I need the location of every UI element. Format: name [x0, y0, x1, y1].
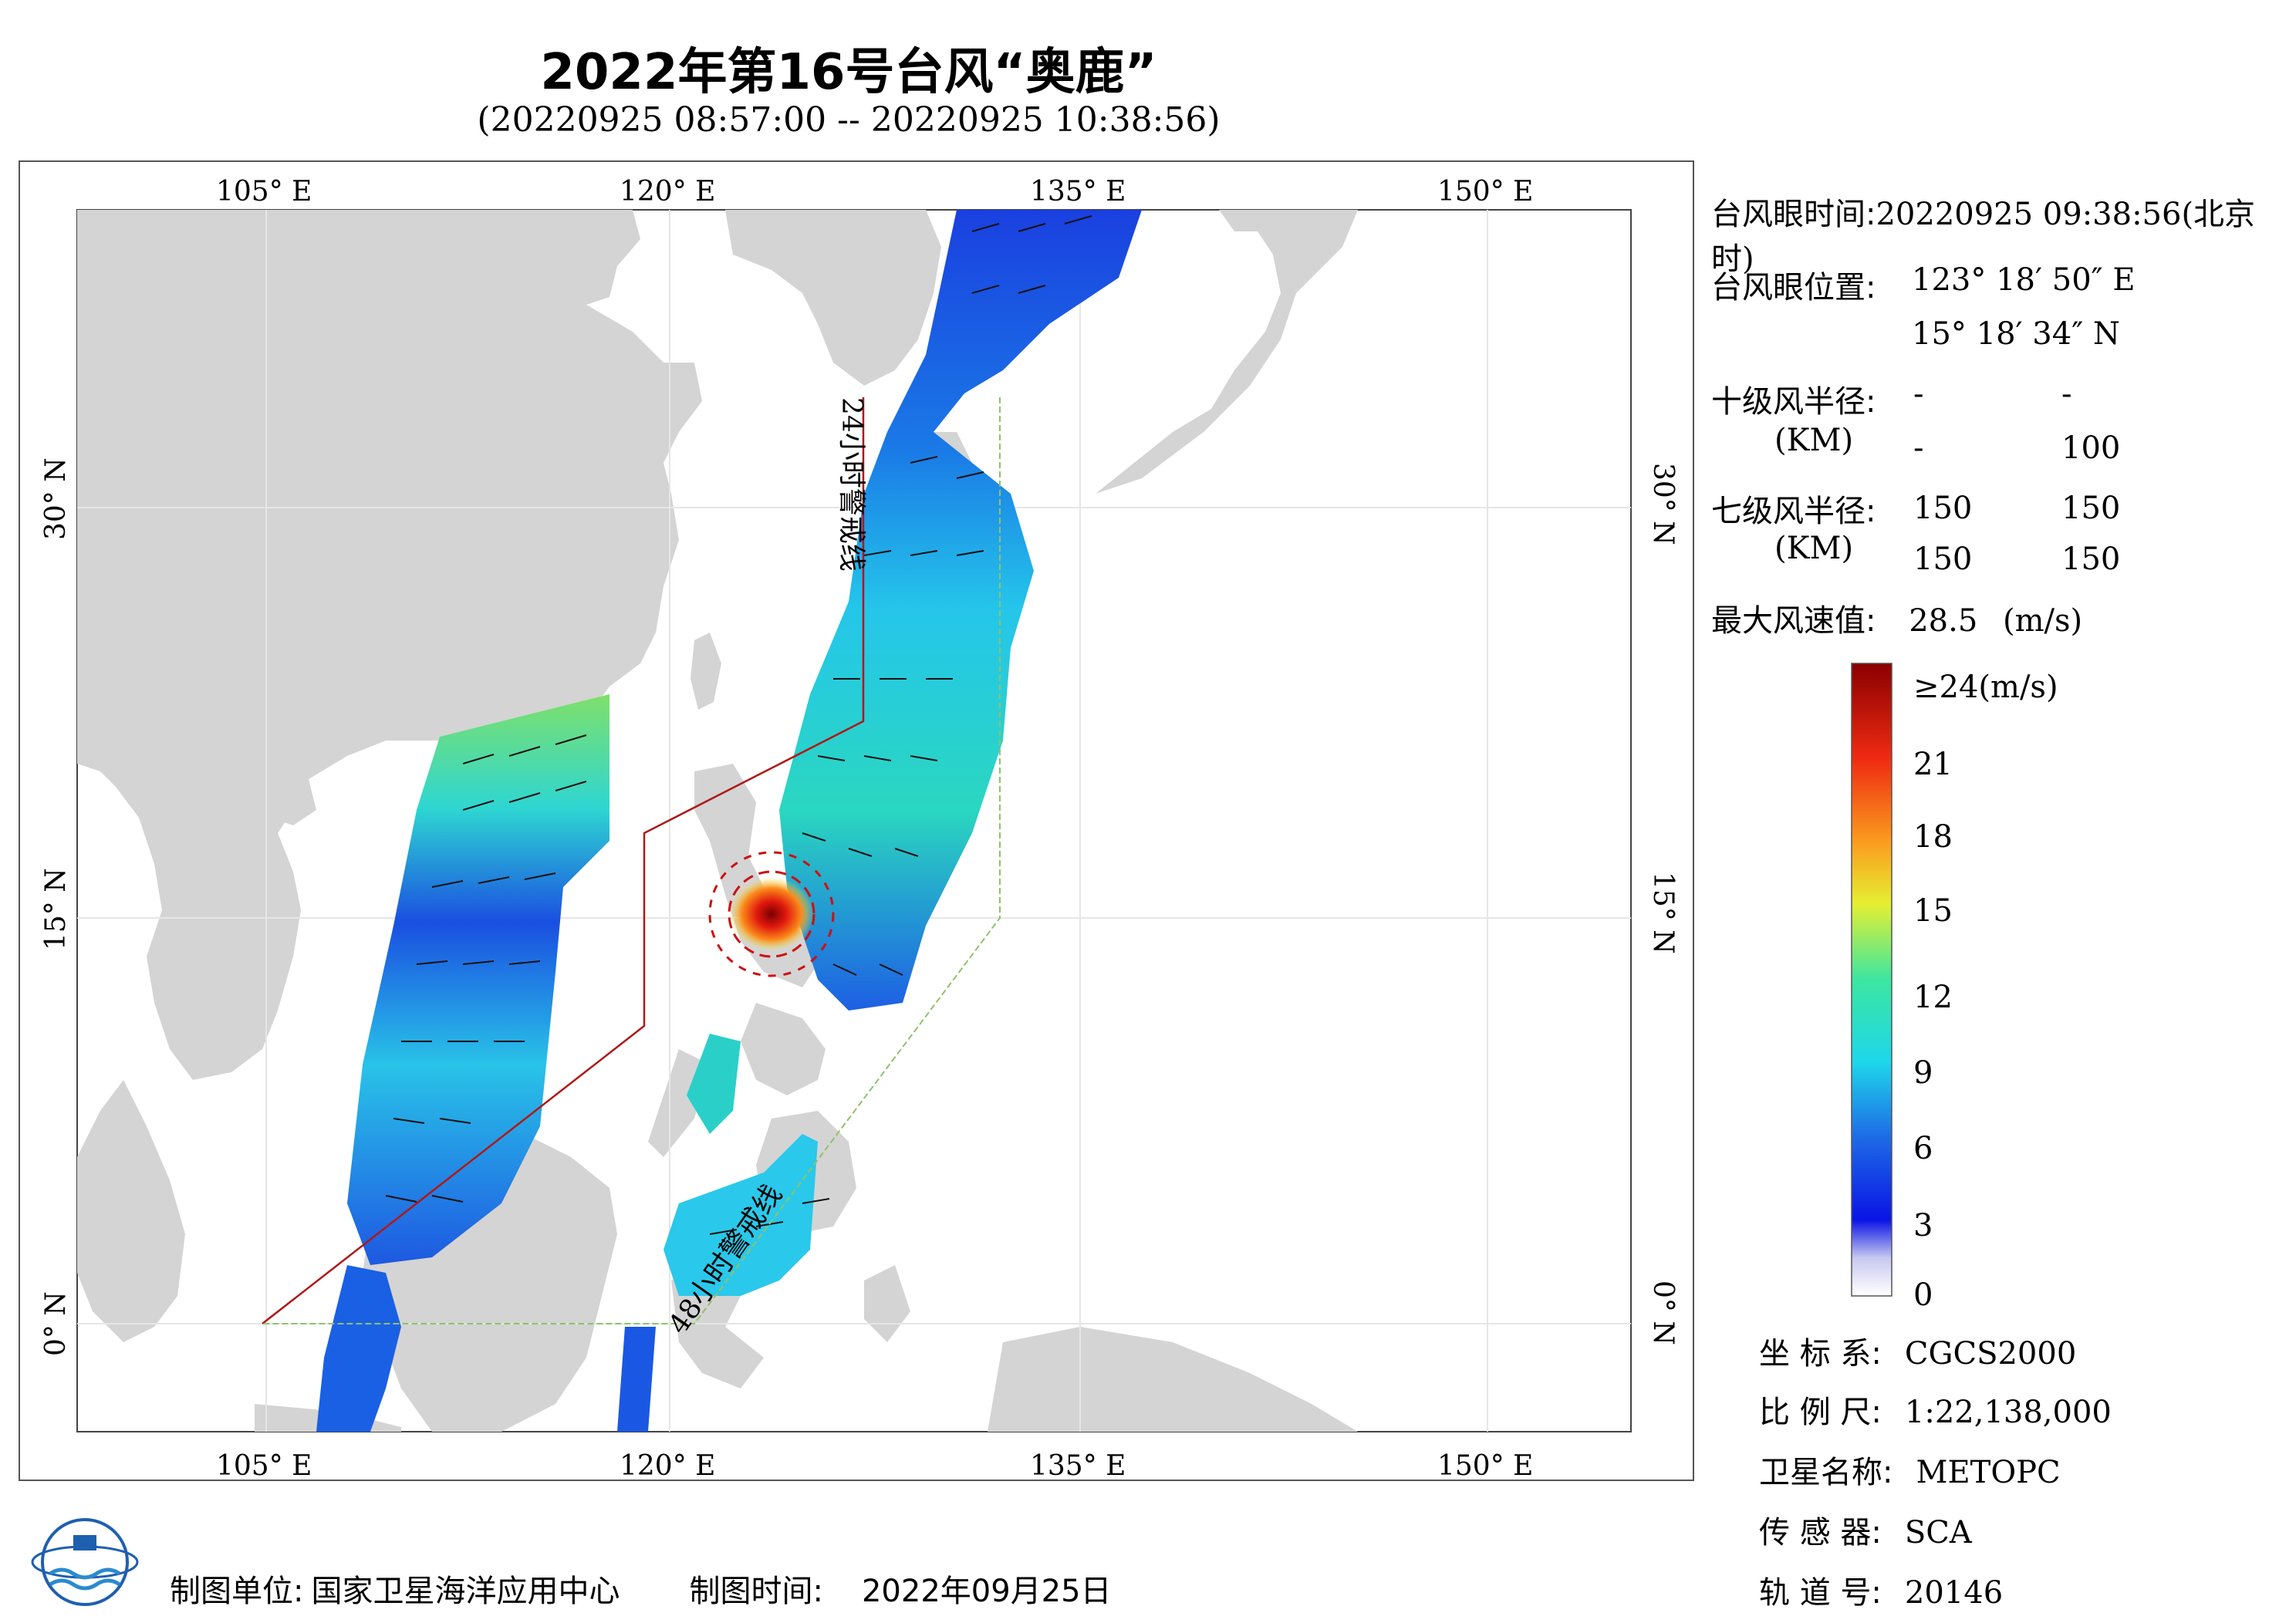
- lon-label-bottom: 120° E: [620, 1450, 715, 1482]
- warning-24h-label: 24小时警戒线: [836, 397, 867, 572]
- crs-label: 坐 标 系:: [1759, 1336, 1882, 1372]
- colorbar-tick: 6: [1913, 1131, 1933, 1166]
- eye-time-label: 台风眼时间:: [1711, 197, 1876, 232]
- lat-label-right: 0° N: [1647, 1281, 1679, 1345]
- r10-value: 100: [2061, 430, 2121, 466]
- scale-label: 比 例 尺:: [1759, 1395, 1882, 1430]
- map-frame: [19, 160, 1694, 1481]
- max-wind-unit: (m/s): [2002, 603, 2083, 639]
- sensor-value: SCA: [1904, 1515, 1972, 1550]
- crs-value: CGCS2000: [1904, 1336, 2077, 1372]
- r10-value: -: [2061, 376, 2072, 412]
- lon-labels-top: 105° E 120° E 135° E 150° E: [216, 176, 1533, 208]
- lon-label-top: 105° E: [216, 176, 312, 208]
- lat-label-left: 15° N: [40, 868, 72, 950]
- footer: 制图单位: 国家卫星海洋应用中心 制图时间: 2022年09月25日: [170, 1566, 1112, 1611]
- r7-value: 150: [1913, 542, 1973, 577]
- date-value: 2022年09月25日: [861, 1574, 1112, 1609]
- lon-label-bottom: 135° E: [1030, 1450, 1126, 1482]
- max-wind-value: 28.5: [1909, 603, 1978, 639]
- lon-labels-bottom: 105° E 120° E 135° E 150° E: [216, 1450, 1533, 1482]
- warning-line-48h: [262, 397, 1001, 1324]
- lat-labels-left: 30° N 15° N 0° N: [40, 457, 72, 1356]
- eye-time-row: 台风眼时间:20220925 09:38:56(北京时): [1711, 189, 2296, 278]
- lat-label-right: 30° N: [1647, 463, 1679, 545]
- r10-label: 十级风半径:: [1711, 384, 1876, 420]
- colorbar-tick: 12: [1913, 980, 1953, 1015]
- r10-value: -: [1913, 430, 1924, 466]
- sensor-row: 传 感 器: SCA: [1759, 1507, 1972, 1552]
- lon-label-bottom: 105° E: [216, 1450, 312, 1482]
- colorbar-tick: 15: [1913, 893, 1953, 929]
- lat-labels-right: 30° N 15° N 0° N: [1647, 463, 1679, 1345]
- eye-lat: 15° 18′ 34″ N: [1912, 316, 2120, 352]
- r10-value: -: [1913, 376, 1924, 412]
- wind-swath-east: [617, 210, 1142, 1432]
- page-title: 2022年第16号台风“奥鹿”: [540, 44, 1157, 101]
- warning-line-24h: [262, 397, 865, 1324]
- colorbar-top-label: ≥24(m/s): [1913, 670, 2058, 705]
- colorbar-tick: 0: [1913, 1277, 1933, 1313]
- scale-row: 比 例 尺: 1:22,138,000: [1759, 1387, 2112, 1432]
- colorbar-tick: 3: [1913, 1208, 1933, 1243]
- colorbar-tick: 18: [1913, 819, 1953, 855]
- r7-value: 150: [2061, 491, 2121, 526]
- maker-value: 国家卫星海洋应用中心: [311, 1574, 620, 1609]
- sat-row: 卫星名称: METOPC: [1759, 1447, 2061, 1492]
- orbit-row: 轨 道 号: 20146: [1759, 1567, 2003, 1612]
- eye-pos-label: 台风眼位置:: [1711, 270, 1876, 305]
- max-wind-label: 最大风速值:: [1711, 603, 1876, 639]
- lat-label-left: 0° N: [40, 1291, 72, 1356]
- sat-value: METOPC: [1916, 1455, 2061, 1490]
- orbit-value: 20146: [1904, 1575, 2004, 1611]
- sensor-label: 传 感 器:: [1759, 1515, 1882, 1550]
- r7-label: 七级风半径:: [1711, 494, 1876, 529]
- sat-label: 卫星名称:: [1759, 1455, 1893, 1490]
- r7-value: 150: [1913, 491, 1973, 526]
- lon-label-top: 120° E: [620, 176, 715, 208]
- colorbar-tick: 21: [1913, 747, 1953, 782]
- wind-barbs: [385, 215, 1092, 1235]
- colorbar-tick: 9: [1913, 1055, 1933, 1091]
- scale-value: 1:22,138,000: [1904, 1395, 2112, 1430]
- eye-lon: 123° 18′ 50″ E: [1912, 262, 2136, 298]
- lat-label-right: 15° N: [1647, 872, 1679, 954]
- r10-unit: (KM): [1774, 423, 1854, 458]
- max-wind-row: 最大风速值: 28.5 (m/s): [1711, 596, 2082, 640]
- lat-label-left: 30° N: [40, 457, 72, 540]
- date-label: 制图时间:: [689, 1574, 823, 1609]
- r7-value: 150: [2061, 542, 2121, 577]
- lon-label-bottom: 150° E: [1437, 1450, 1533, 1482]
- eye-time-value: 20220925 09:38:56(北京时): [1711, 197, 2256, 277]
- typhoon-eye: [708, 851, 835, 977]
- nsoas-logo: [31, 1518, 139, 1606]
- maker-label: 制图单位:: [170, 1574, 304, 1609]
- r7-unit: (KM): [1774, 531, 1854, 566]
- wind-swath-west: [316, 694, 609, 1432]
- land-masses: [77, 210, 1358, 1432]
- lon-label-top: 135° E: [1030, 176, 1126, 208]
- colorbar: [1851, 663, 1893, 1297]
- time-range: (20220925 08:57:00 -- 20220925 10:38:56): [477, 100, 1221, 140]
- crs-row: 坐 标 系: CGCS2000: [1759, 1328, 2076, 1373]
- lon-label-top: 150° E: [1437, 176, 1533, 208]
- orbit-label: 轨 道 号:: [1759, 1575, 1882, 1611]
